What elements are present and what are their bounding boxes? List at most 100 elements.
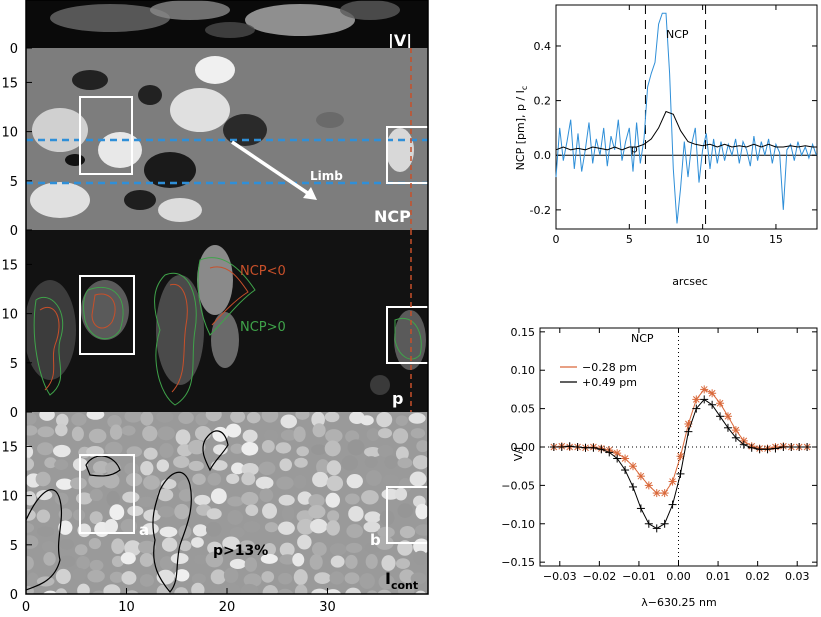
contour-threshold-label: p>13%: [213, 543, 268, 559]
granule: [326, 460, 342, 476]
granule: [292, 553, 305, 567]
profile-point: [573, 443, 582, 451]
granule: [397, 540, 413, 556]
profile-point: [803, 443, 812, 451]
profile-point: [636, 504, 645, 513]
granule: [55, 568, 71, 585]
granule: [239, 540, 255, 552]
granule: [399, 569, 415, 583]
granule: [206, 508, 222, 520]
granule: [375, 535, 394, 550]
granule: [346, 524, 364, 539]
granule: [241, 441, 259, 456]
granule: [143, 475, 160, 490]
granule: [279, 554, 297, 565]
granule: [35, 471, 51, 487]
profile-point: [565, 442, 574, 451]
chart-ncp-profile: 0 5 10 15 -0.2 0.0 0.2 0.4 NCP p NCP [pm], p / Ic…: [514, 4, 818, 288]
granule: [278, 494, 295, 506]
granule: [157, 506, 175, 518]
granule: [325, 429, 343, 443]
profile-point: [787, 443, 796, 451]
granule: [122, 491, 140, 503]
left-ytick-label: 15: [1, 76, 18, 91]
left-ytick-label: 0: [10, 588, 18, 603]
granule: [26, 522, 35, 533]
granule: [258, 461, 276, 476]
granule: [88, 428, 107, 444]
bottom-title: NCP: [631, 332, 654, 345]
granule: [329, 543, 347, 556]
pol-image: [26, 245, 426, 406]
granule: [188, 460, 204, 472]
granule: [55, 423, 68, 437]
plot-frame: [555, 4, 818, 230]
granule: [26, 412, 37, 425]
granule: [297, 534, 312, 550]
granule: [210, 569, 227, 585]
granule: [156, 569, 175, 585]
granule: [392, 428, 409, 444]
granule: [124, 462, 140, 476]
granule: [280, 429, 297, 441]
granule: [293, 569, 308, 586]
granule: [26, 445, 34, 459]
granule: [409, 471, 427, 487]
granule: [89, 559, 104, 571]
granule: [26, 509, 36, 521]
vlos-panel: |V|: [26, 0, 428, 51]
granule: [58, 520, 73, 535]
granule: [157, 426, 175, 441]
granule: [43, 552, 56, 566]
granule: [262, 585, 279, 594]
granule: [261, 412, 279, 423]
granule: [227, 510, 244, 526]
ytick-label: 0.0: [534, 149, 552, 162]
cont-panel: a b p>13% Icont: [25, 412, 432, 594]
granule: [263, 429, 279, 443]
granule: [170, 553, 189, 564]
granule: [309, 554, 323, 570]
xtick-label: 0.00: [666, 570, 691, 583]
granule: [86, 412, 105, 420]
granule: [111, 538, 125, 555]
granule: [264, 522, 279, 533]
limb-arrow-head: [303, 187, 317, 200]
granule: [43, 590, 58, 594]
granule: [37, 442, 54, 456]
granule: [213, 444, 228, 455]
granule: [205, 412, 222, 422]
xtick-label: −0.01: [622, 570, 656, 583]
granule: [376, 412, 393, 428]
granule: [381, 488, 400, 500]
granule: [121, 571, 137, 585]
granule: [414, 524, 428, 536]
profile-point: [716, 399, 725, 408]
profile-point: [597, 445, 606, 454]
granule: [173, 456, 190, 468]
pol-box-a: [79, 275, 135, 355]
granule: [364, 511, 382, 523]
left-ytick-label: 0: [10, 406, 18, 421]
granule: [412, 455, 428, 470]
granule: [205, 521, 222, 537]
granule: [275, 442, 292, 454]
granule: [327, 510, 340, 522]
granule: [223, 567, 239, 584]
granule: [246, 412, 261, 424]
granule: [26, 572, 39, 589]
profile-point: [771, 444, 780, 453]
left-ytick-label: 10: [1, 490, 18, 505]
granule: [105, 441, 123, 456]
left-ytick-label: 15: [1, 440, 18, 455]
granule: [175, 429, 191, 446]
granule: [363, 521, 381, 533]
box-a-label: a: [139, 521, 149, 539]
granule: [326, 520, 340, 536]
granule: [312, 471, 329, 488]
granule: [191, 573, 206, 585]
granule: [311, 542, 327, 557]
granule: [346, 474, 363, 489]
granule: [395, 415, 408, 426]
ytick-label: −0.10: [501, 518, 535, 531]
